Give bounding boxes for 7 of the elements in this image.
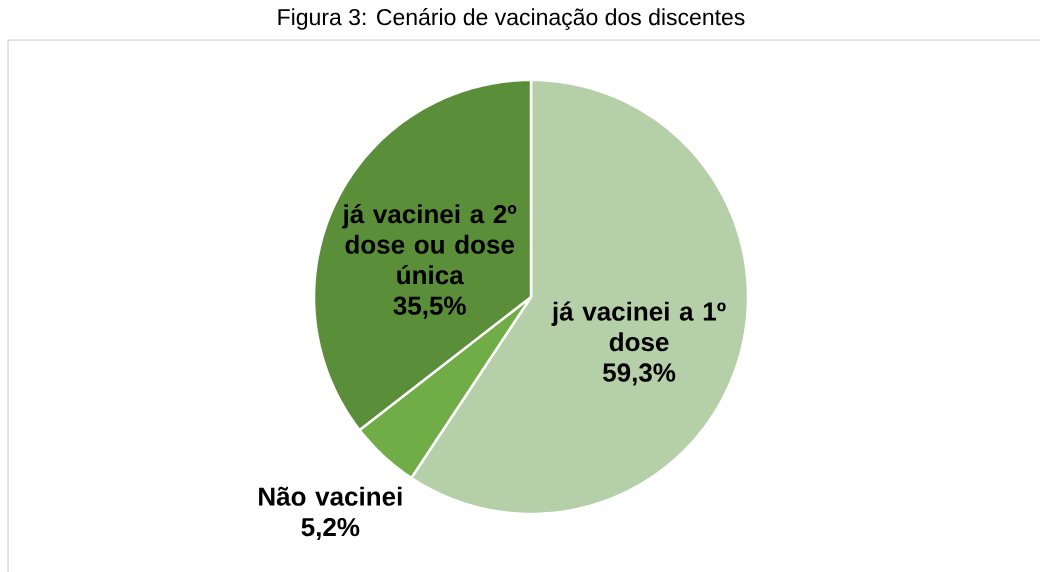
- data-label: 5,2%: [301, 517, 360, 541]
- chart-title: Figura 3: Cenário de vacinação dos discentes: [278, 8, 745, 30]
- slice-label: Não vacinei: [259, 486, 402, 506]
- data-label: 35,5%: [393, 296, 466, 319]
- data-label: 59,3%: [603, 363, 676, 386]
- slice-label: já vacinei a 2º dose ou dose única: [342, 204, 517, 285]
- slice-label: já vacinei a 1º dose: [551, 301, 726, 352]
